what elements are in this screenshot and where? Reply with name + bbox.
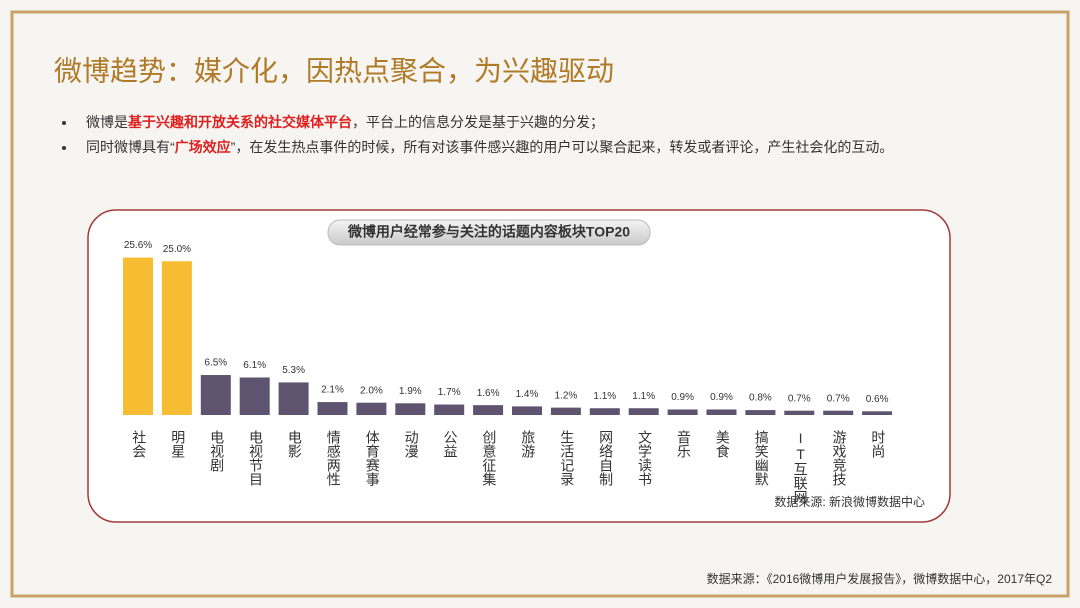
- bar: [278, 382, 309, 415]
- category-label: 创意征集: [481, 430, 497, 486]
- value-label: 1.7%: [438, 387, 461, 398]
- value-label: 6.1%: [243, 360, 266, 371]
- frame: [10, 10, 1070, 598]
- bullet-text: 微博是基于兴趣和开放关系的社交媒体平台，平台上的信息分发是基于兴趣的分发；: [86, 114, 604, 131]
- bar: [356, 402, 387, 415]
- bar: [550, 407, 581, 415]
- category-label: 体育赛事: [365, 430, 381, 486]
- bar: [317, 402, 348, 415]
- value-label: 0.7%: [788, 393, 811, 404]
- category-label: 搞笑幽默: [754, 430, 770, 486]
- value-label: 25.6%: [124, 240, 152, 251]
- bullet-segment: 微博是: [86, 114, 128, 130]
- value-label: 6.5%: [204, 358, 227, 369]
- category-label: 时尚: [870, 430, 886, 459]
- value-label: 25.0%: [163, 244, 191, 255]
- category-label: 电视节目: [248, 430, 264, 486]
- bar: [200, 375, 231, 415]
- category-label: 电影: [287, 430, 303, 458]
- bar: [862, 411, 893, 415]
- bar: [589, 408, 620, 415]
- value-label: 0.6%: [866, 394, 889, 405]
- category-label: 美食: [715, 430, 731, 458]
- category-label: 动漫: [404, 430, 420, 458]
- category-label: 旅游: [520, 430, 536, 459]
- value-label: 1.1%: [593, 391, 616, 402]
- bullet-text: 同时微博具有“广场效应”，在发生热点事件的时候，所有对该事件感兴趣的用户可以聚合…: [86, 139, 893, 155]
- chart-title: 微博用户经常参与关注的话题内容板块TOP20: [347, 224, 630, 240]
- category-label: 网络自制: [598, 430, 614, 486]
- value-label: 0.9%: [671, 392, 694, 403]
- bar: [434, 404, 465, 415]
- chart-box: [87, 209, 951, 523]
- bar: [512, 406, 542, 415]
- value-label: 0.9%: [710, 392, 733, 403]
- bar: [239, 377, 270, 415]
- value-label: 2.1%: [321, 385, 344, 396]
- category-label: 公益: [442, 430, 458, 458]
- slide-title: 微博趋势：媒介化，因热点聚合，为兴趣驱动: [54, 55, 614, 86]
- chart-title-pill: [327, 219, 651, 246]
- category-label: 明星: [170, 430, 186, 458]
- category-label: 电视剧: [209, 430, 225, 472]
- bullet-dot: [62, 146, 66, 150]
- bar: [161, 261, 192, 415]
- category-label: 音乐: [676, 429, 692, 458]
- category-label: 生活记录: [559, 430, 575, 486]
- category-label: IT互联网: [793, 430, 809, 505]
- value-label: 1.1%: [632, 391, 655, 402]
- bar: [784, 410, 815, 415]
- bullet-segment: 广场效应: [175, 139, 231, 155]
- bullet-segment: ”，在发生热点事件的时候，所有对该事件感兴趣的用户可以聚合起来，转发或者评论，产…: [231, 139, 894, 155]
- value-label: 1.4%: [516, 389, 539, 400]
- value-label: 1.2%: [555, 390, 578, 401]
- value-label: 1.6%: [477, 388, 500, 399]
- bar: [473, 405, 504, 415]
- bar: [745, 410, 776, 415]
- value-label: 0.7%: [827, 393, 850, 404]
- category-label: 社会: [131, 430, 147, 458]
- bar: [628, 408, 659, 415]
- category-label: 情感两性: [326, 430, 342, 486]
- footer-source: 数据来源：《2016微博用户发展报告》，微博数据中心，2017年Q2: [707, 571, 1053, 586]
- bar: [823, 410, 854, 415]
- bar: [395, 403, 426, 415]
- value-label: 1.9%: [399, 386, 422, 397]
- bar: [667, 409, 698, 415]
- bullet-segment: 基于兴趣和开放关系的社交媒体平台: [128, 114, 352, 130]
- bullet-dot: [62, 121, 66, 125]
- bar: [123, 257, 153, 415]
- chart-source: 数据来源: 新浪微博数据中心: [774, 494, 925, 509]
- value-label: 2.0%: [360, 385, 383, 396]
- value-label: 0.8%: [749, 393, 772, 404]
- bullet-segment: ，平台上的信息分发是基于兴趣的分发；: [352, 114, 604, 131]
- bullet-segment: 同时微博具有“: [86, 139, 175, 155]
- bar: [706, 409, 737, 415]
- category-label: 游戏竞技: [831, 430, 847, 487]
- category-label: 文学读书: [637, 430, 653, 486]
- value-label: 5.3%: [282, 365, 305, 376]
